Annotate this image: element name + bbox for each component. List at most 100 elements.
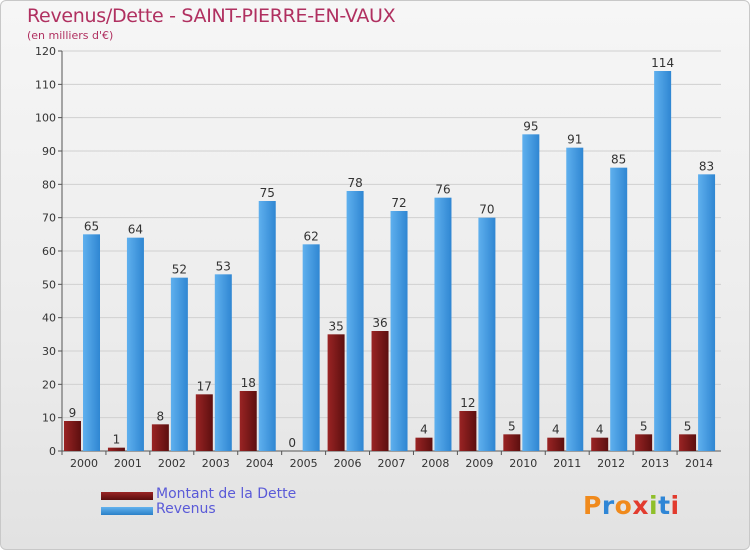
legend-label-revenue: Revenus [156, 501, 216, 517]
bar-debt [327, 334, 345, 451]
y-tick-label: 70 [42, 212, 56, 225]
data-label-revenue: 65 [84, 219, 99, 233]
data-label-debt: 35 [328, 319, 343, 333]
bar-debt [459, 411, 477, 451]
x-tick-label: 2006 [334, 457, 362, 470]
data-label-revenue: 95 [523, 119, 538, 133]
data-label-debt: 5 [508, 419, 516, 433]
logo-letter: P [583, 491, 602, 520]
bar-debt [151, 424, 169, 451]
x-tick-label: 2010 [509, 457, 537, 470]
bar-debt [239, 391, 257, 451]
x-tick-label: 2000 [70, 457, 98, 470]
y-tick-label: 80 [42, 178, 56, 191]
y-tick-label: 0 [49, 445, 56, 458]
y-tick-label: 50 [42, 278, 56, 291]
legend-label-debt: Montant de la Dette [156, 486, 297, 502]
logo-letter: x [632, 491, 649, 520]
logo-letter: o [614, 491, 633, 520]
bar-revenue [478, 217, 496, 451]
data-label-revenue: 114 [651, 56, 674, 70]
bar-debt [107, 447, 125, 451]
data-label-debt: 9 [69, 406, 77, 420]
logo-letter: i [649, 491, 659, 520]
data-label-revenue: 72 [391, 196, 406, 210]
data-label-debt: 17 [197, 379, 212, 393]
data-label-debt: 1 [113, 433, 121, 447]
data-label-revenue: 78 [347, 176, 362, 190]
y-tick-label: 110 [35, 78, 56, 91]
data-label-debt: 36 [372, 316, 387, 330]
data-label-revenue: 83 [699, 159, 714, 173]
x-tick-label: 2013 [641, 457, 669, 470]
chart-subtitle: (en milliers d'€) [27, 29, 114, 42]
x-tick-label: 2009 [465, 457, 493, 470]
logo-letter: r [601, 491, 615, 520]
bar-revenue [346, 191, 364, 451]
data-label-debt: 12 [460, 396, 475, 410]
x-tick-label: 2008 [421, 457, 449, 470]
data-label-revenue: 85 [611, 153, 626, 167]
data-label-revenue: 75 [260, 186, 275, 200]
bar-debt [679, 434, 697, 451]
x-tick-label: 2001 [114, 457, 142, 470]
x-tick-label: 2005 [290, 457, 318, 470]
bar-revenue [170, 277, 188, 451]
x-tick-label: 2002 [158, 457, 186, 470]
y-tick-label: 40 [42, 312, 56, 325]
bar-debt [64, 421, 81, 451]
bar-revenue [566, 147, 584, 451]
y-tick-label: 90 [42, 145, 56, 158]
data-label-revenue: 76 [435, 183, 450, 197]
bar-debt [591, 437, 609, 451]
data-label-revenue: 52 [172, 263, 187, 277]
bar-debt [503, 434, 521, 451]
y-tick-label: 30 [42, 345, 56, 358]
data-label-revenue: 62 [304, 229, 319, 243]
bar-revenue [83, 234, 100, 451]
chart-title: Revenus/Dette - SAINT-PIERRE-EN-VAUX [27, 5, 396, 27]
y-tick-label: 120 [35, 45, 56, 58]
logo-letter: t [658, 491, 671, 520]
data-label-debt: 4 [596, 423, 604, 437]
bar-revenue [258, 201, 276, 451]
x-tick-label: 2011 [553, 457, 581, 470]
bar-revenue [522, 134, 540, 452]
bar-revenue [654, 71, 672, 451]
bar-revenue [610, 167, 628, 451]
bar-debt [547, 437, 565, 451]
x-tick-label: 2007 [378, 457, 406, 470]
bar-debt [415, 437, 433, 451]
data-label-debt: 0 [288, 436, 296, 450]
x-tick-label: 2014 [685, 457, 713, 470]
y-tick-label: 60 [42, 245, 56, 258]
bar-debt [371, 331, 389, 451]
x-tick-label: 2003 [202, 457, 230, 470]
data-label-debt: 4 [552, 423, 560, 437]
logo-letter: i [670, 491, 680, 520]
data-label-debt: 8 [157, 409, 165, 423]
y-tick-label: 20 [42, 378, 56, 391]
x-tick-label: 2012 [597, 457, 625, 470]
data-label-revenue: 53 [216, 259, 231, 273]
data-label-debt: 4 [420, 423, 428, 437]
bar-revenue [698, 174, 716, 452]
legend-swatch-debt [101, 492, 153, 500]
data-label-revenue: 64 [128, 223, 143, 237]
bar-revenue [434, 197, 452, 451]
data-label-debt: 5 [640, 419, 648, 433]
y-tick-label: 10 [42, 412, 56, 425]
bar-debt [635, 434, 653, 451]
proxiti-logo: Proxiti [583, 491, 680, 520]
bar-revenue [302, 244, 320, 451]
data-label-revenue: 70 [479, 203, 494, 217]
x-tick-label: 2004 [246, 457, 274, 470]
data-label-debt: 5 [684, 419, 692, 433]
legend-swatch-revenue [101, 507, 153, 515]
bar-revenue [126, 237, 144, 451]
y-tick-label: 100 [35, 112, 56, 125]
bar-revenue [214, 274, 232, 451]
bar-debt [195, 394, 213, 451]
